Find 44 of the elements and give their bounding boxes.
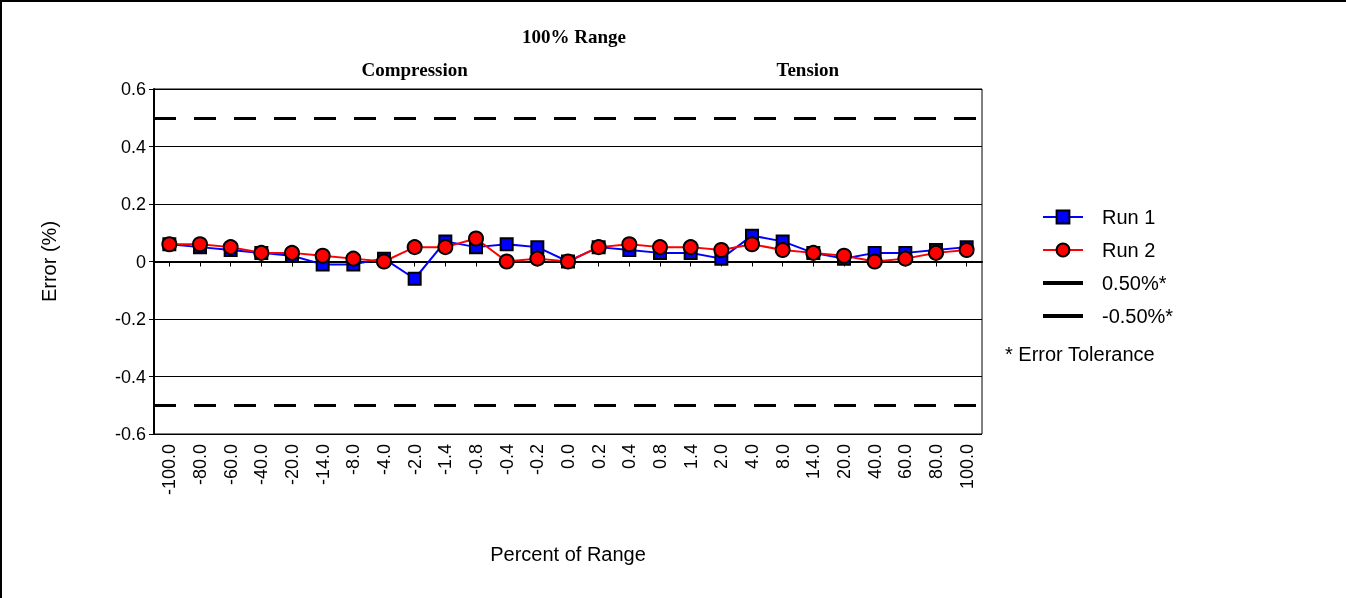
y-axis-title: Error (%) (38, 220, 60, 303)
text: Compression (361, 59, 469, 80)
x-tick-label: 0.8 (650, 444, 670, 470)
y-tick-label: 0 (135, 251, 146, 272)
x-tick-label: 40.0 (864, 444, 885, 480)
x-tick-label: 60.0 (895, 444, 916, 480)
y-tick-label: -0.4 (114, 366, 146, 387)
x-tick-label: -4.0 (374, 444, 394, 476)
x-tick-label: 20.0 (834, 444, 854, 480)
x-tick-label: 0.2 (588, 444, 609, 470)
text: Tension (776, 59, 840, 80)
x-tick-label: -40.0 (251, 444, 272, 486)
x-tick-label: -20.0 (282, 444, 302, 486)
x-tick-label: -1.4 (435, 444, 456, 476)
legend-label: Run 2 (1102, 239, 1156, 261)
legend-label: Run 1 (1102, 206, 1156, 228)
x-tick-label: -2.0 (404, 444, 425, 476)
x-tick-label: -60.0 (220, 444, 241, 486)
x-tick-label: -80.0 (190, 444, 210, 486)
y-tick-label: -0.6 (114, 424, 146, 444)
x-axis-title: Percent of Range (490, 543, 646, 565)
x-tick-label: -0.4 (496, 444, 517, 476)
text: * Error Tolerance (1005, 343, 1155, 365)
x-tick-label: -100.0 (159, 444, 180, 496)
x-tick-label: -0.2 (527, 444, 548, 476)
y-tick-label: 0.6 (120, 79, 146, 99)
x-tick-label: -0.8 (466, 444, 486, 476)
y-tick-label: -0.2 (114, 309, 146, 329)
x-tick-label: 100.0 (956, 444, 977, 490)
x-tick-label: 2.0 (711, 444, 732, 470)
x-tick-label: 1.4 (680, 444, 701, 470)
x-tick-label: 0.4 (619, 444, 640, 470)
legend-label: -0.50%* (1102, 305, 1174, 327)
x-tick-label: 8.0 (772, 444, 793, 470)
y-tick-label: 0.2 (120, 194, 146, 214)
x-tick-label: 0.0 (558, 444, 578, 470)
x-tick-label: -14.0 (312, 444, 333, 486)
legend-label: 0.50%* (1102, 272, 1167, 294)
x-tick-label: 4.0 (742, 444, 762, 470)
y-tick-label: 0.4 (120, 136, 146, 157)
x-tick-label: 14.0 (803, 444, 824, 480)
chart-title: 100% Range (522, 26, 626, 47)
x-tick-label: -8.0 (343, 444, 364, 476)
x-tick-label: 80.0 (926, 444, 946, 480)
